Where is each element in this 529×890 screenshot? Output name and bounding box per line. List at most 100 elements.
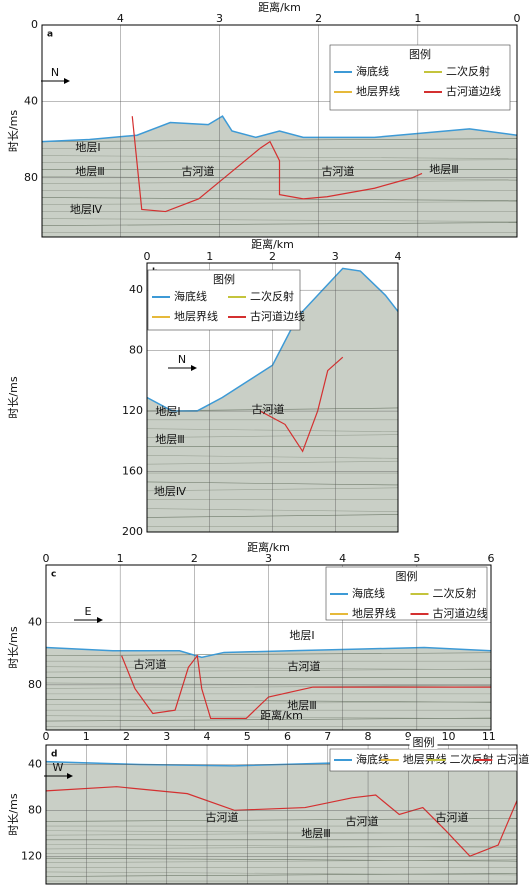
x-tick-label: 6 (284, 730, 291, 743)
panel-label: d (51, 750, 57, 760)
legend-title: 图例 (409, 47, 431, 61)
legend-title: 图例 (396, 569, 418, 583)
annotation: 地层Ⅲ (75, 165, 105, 178)
plot-frame (45, 744, 518, 885)
annotation: 地层Ⅲ (429, 163, 459, 176)
annotation: 地层Ⅰ (155, 405, 180, 418)
x-tick-label: 2 (191, 552, 198, 565)
channel-edge (121, 654, 491, 720)
y-tick-label: 40 (24, 94, 38, 107)
y-axis-label: 时长/ms (7, 793, 20, 835)
x-tick-label: 5 (413, 552, 420, 565)
legend-label: 地层界线 (356, 84, 400, 98)
legend-label: 海底线 (356, 64, 389, 78)
legend-label: 二次反射 (450, 752, 494, 766)
x-tick-label: 6 (488, 552, 495, 565)
y-tick-label: 40 (28, 616, 42, 629)
y-tick-label: 0 (31, 18, 38, 31)
legend-title: 图例 (413, 735, 435, 749)
annotation: 地层Ⅲ (301, 827, 331, 840)
panel-label: c (51, 570, 56, 580)
x-tick-label: 0 (144, 250, 151, 263)
x-tick-label: 3 (265, 552, 272, 565)
reflector (41, 201, 518, 205)
legend-label: 古河道边线 (250, 309, 305, 323)
reflector (45, 818, 518, 822)
annotation: 地层Ⅲ (155, 433, 185, 446)
y-tick-label: 80 (28, 803, 42, 816)
panel: 012344080120160200距离/km时长/msb图例海底线二次反射地层… (7, 237, 402, 538)
legend-box (147, 269, 301, 331)
legend-label: 海底线 (356, 752, 389, 766)
seabed-line (41, 115, 518, 143)
y-tick-label: 80 (129, 344, 143, 357)
annotation: 古河道 (322, 164, 355, 178)
reflector (41, 155, 518, 159)
x-tick-label: 1 (117, 552, 124, 565)
reflector (45, 830, 518, 834)
legend-title: 图例 (213, 272, 235, 286)
reflector (45, 845, 518, 850)
y-axis-label: 时长/ms (7, 110, 20, 152)
legend-label: 二次反射 (250, 289, 294, 303)
panel-label: a (47, 30, 53, 40)
legend-label: 古河道边线 (496, 752, 529, 766)
y-tick-label: 200 (122, 525, 143, 538)
x-tick-label: 3 (332, 250, 339, 263)
x-tick-label: 4 (395, 250, 402, 263)
x-tick-label: 10 (442, 730, 456, 743)
legend-box (329, 44, 511, 111)
channel-edge (45, 786, 518, 857)
y-tick-label: 120 (21, 849, 42, 862)
annotation: 古河道 (346, 814, 379, 828)
plot-frame (45, 564, 492, 731)
x-tick-label: 2 (315, 12, 322, 25)
annotation: W (53, 761, 64, 774)
x-tick-label: 2 (123, 730, 130, 743)
x-tick-label: 1 (206, 250, 213, 263)
legend-label: 海底线 (352, 586, 385, 600)
annotation: 地层Ⅳ (154, 485, 187, 498)
annotation: 古河道 (252, 402, 285, 416)
y-axis-label: 时长/ms (7, 376, 20, 418)
y-tick-label: 80 (24, 171, 38, 184)
plot-frame (146, 262, 399, 533)
annotation: N (51, 66, 59, 79)
annotation: 古河道 (182, 164, 215, 178)
x-tick-label: 2 (269, 250, 276, 263)
legend-label: 古河道边线 (433, 606, 488, 620)
x-tick-label: 3 (216, 12, 223, 25)
x-tick-label: 1 (83, 730, 90, 743)
x-tick-label: 1 (414, 12, 421, 25)
annotation: 古河道 (288, 659, 321, 673)
annotation: 地层Ⅲ (287, 699, 317, 712)
annotation: 古河道 (436, 810, 469, 824)
legend-label: 地层界线 (174, 309, 218, 323)
y-tick-label: 120 (122, 404, 143, 417)
annotation: 地层Ⅰ (75, 141, 100, 154)
x-tick-label: 0 (514, 12, 521, 25)
x-axis-label: 距离/km (258, 0, 301, 14)
y-tick-label: 40 (28, 758, 42, 771)
x-tick-label: 4 (204, 730, 211, 743)
annotation: 古河道 (134, 657, 167, 671)
x-tick-label: 8 (365, 730, 372, 743)
x-tick-label: 7 (324, 730, 331, 743)
reflector (41, 197, 518, 201)
x-axis-label: 距离/km (251, 237, 294, 251)
reflector (45, 831, 518, 836)
annotation: 地层Ⅳ (70, 203, 103, 216)
legend-label: 地层界线 (352, 606, 396, 620)
plot-frame (41, 24, 518, 238)
x-tick-label: 4 (117, 12, 124, 25)
x-tick-label: 11 (482, 730, 496, 743)
legend-box (325, 566, 488, 621)
reflector (45, 871, 518, 876)
x-tick-label: 4 (339, 552, 346, 565)
seabed-line (45, 646, 492, 659)
